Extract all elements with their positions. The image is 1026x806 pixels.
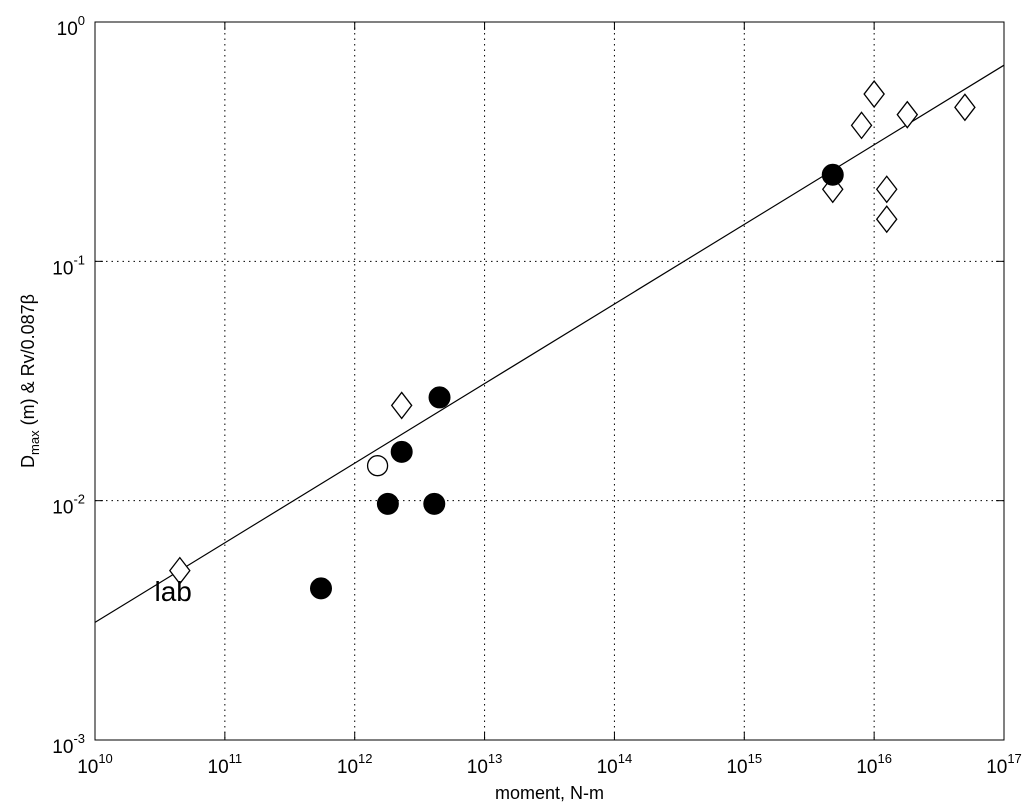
annotation-label: lab bbox=[154, 576, 191, 607]
data-point-filled-circle bbox=[428, 386, 451, 409]
x-tick-label: 1011 bbox=[208, 751, 243, 778]
grid bbox=[95, 22, 1004, 740]
y-tick-labels: 10-3 10-2 10-1 100 bbox=[52, 13, 85, 758]
y-tick-label: 10-1 bbox=[52, 252, 85, 279]
y-axis-label-main: D bbox=[18, 455, 38, 468]
data-point-open-circle bbox=[366, 455, 389, 477]
x-tick-label: 1012 bbox=[337, 751, 373, 778]
x-tick-labels: 1010 1011 1012 1013 1014 1015 1016 1017 bbox=[77, 751, 1022, 778]
y-axis-label-sub: max bbox=[27, 430, 42, 455]
data-points bbox=[169, 79, 976, 600]
x-tick-label: 1015 bbox=[726, 751, 762, 778]
data-point-filled-circle bbox=[390, 440, 413, 463]
data-point-diamond bbox=[954, 93, 976, 122]
x-tick-label: 1016 bbox=[856, 751, 892, 778]
data-point-filled-circle bbox=[376, 492, 399, 515]
y-tick-label: 100 bbox=[57, 13, 85, 40]
data-point-filled-circle bbox=[423, 492, 446, 515]
data-point-diamond bbox=[169, 556, 191, 585]
fit-line-group bbox=[94, 64, 1005, 623]
data-point-filled-circle bbox=[309, 577, 332, 600]
tick-marks bbox=[94, 21, 1005, 741]
y-axis-label: Dmax (m) & Rv/0.087β bbox=[18, 294, 42, 468]
data-point-diamond bbox=[863, 79, 885, 109]
x-tick-label: 1014 bbox=[597, 751, 633, 778]
data-point-diamond bbox=[875, 175, 898, 204]
x-axis-label: moment, N-m bbox=[495, 783, 604, 803]
y-tick-label: 10-2 bbox=[52, 492, 85, 519]
x-tick-label: 1017 bbox=[986, 751, 1022, 778]
data-point-diamond bbox=[896, 100, 919, 129]
data-point-filled-circle bbox=[821, 163, 844, 186]
y-axis-label-rest: (m) & Rv/0.087β bbox=[18, 294, 38, 430]
x-tick-label: 1013 bbox=[467, 751, 503, 778]
data-point-diamond bbox=[875, 205, 898, 234]
fit-line bbox=[94, 64, 1005, 623]
data-point-diamond bbox=[390, 391, 413, 420]
data-point-diamond bbox=[850, 111, 873, 140]
annotations: lab bbox=[154, 576, 191, 607]
plot-frame bbox=[94, 21, 1005, 741]
x-tick-label: 1010 bbox=[77, 751, 113, 778]
y-tick-label: 10-3 bbox=[52, 731, 85, 758]
plot-area bbox=[95, 22, 1004, 740]
